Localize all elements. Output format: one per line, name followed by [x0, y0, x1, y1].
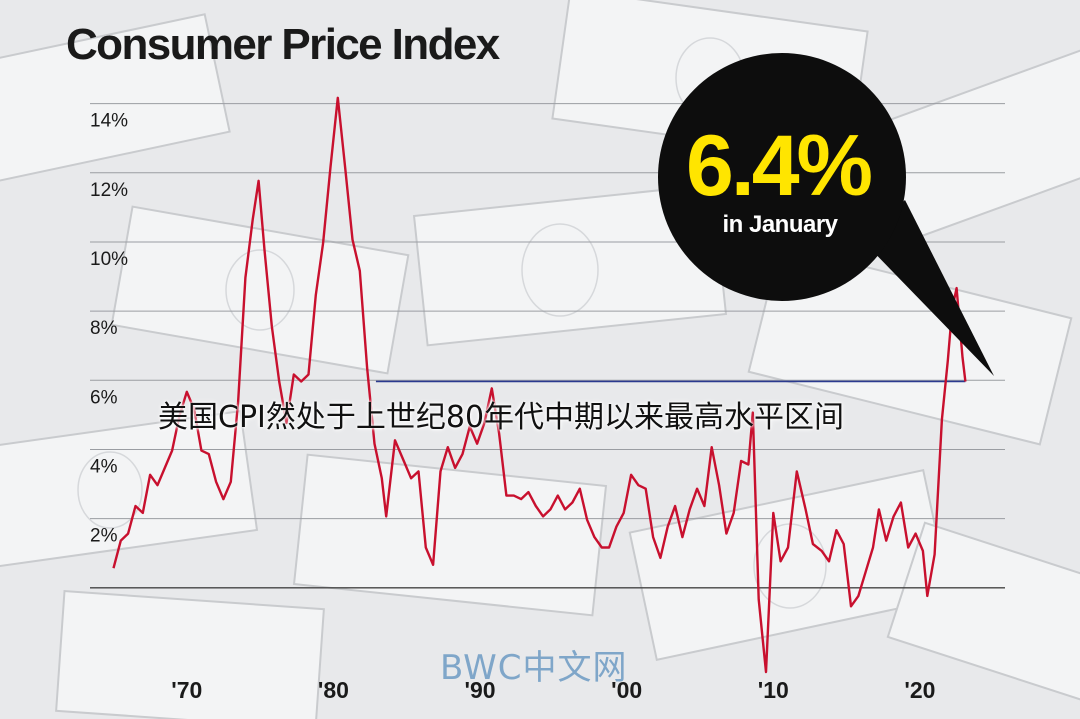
- y-tick-label: 10%: [90, 249, 128, 270]
- y-axis-ticks: 2% 4% 6% 8% 10% 12% 14%: [90, 111, 128, 547]
- x-tick-label: '80: [318, 677, 349, 703]
- x-tick-label: '70: [171, 677, 202, 703]
- y-tick-label: 12%: [90, 180, 128, 201]
- callout-pointer: [862, 200, 994, 376]
- callout-circle: [658, 53, 906, 301]
- y-tick-label: 4%: [90, 456, 118, 477]
- x-tick-label: '00: [611, 677, 642, 703]
- y-tick-label: 6%: [90, 387, 118, 408]
- chart-grid: [90, 103, 1005, 589]
- chinese-annotation: 美国CPI然处于上世纪80年代中期以来最高水平区间: [158, 400, 845, 435]
- watermark: BWC中文网: [440, 648, 628, 688]
- y-tick-label: 2%: [90, 526, 118, 547]
- y-tick-label: 14%: [90, 111, 128, 132]
- callout-value: 6.4%: [686, 118, 872, 214]
- x-tick-label: '20: [904, 677, 935, 703]
- callout-bubble: 6.4% in January: [658, 53, 994, 376]
- chart-title: Consumer Price Index: [66, 20, 500, 69]
- y-tick-label: 8%: [90, 318, 118, 339]
- x-tick-label: '10: [758, 677, 789, 703]
- x-tick-label: '90: [465, 677, 496, 703]
- cpi-series-line: [112, 96, 967, 674]
- callout-label: in January: [722, 211, 838, 238]
- x-axis-ticks: '70 '80 '90 '00 '10 '20: [171, 677, 935, 703]
